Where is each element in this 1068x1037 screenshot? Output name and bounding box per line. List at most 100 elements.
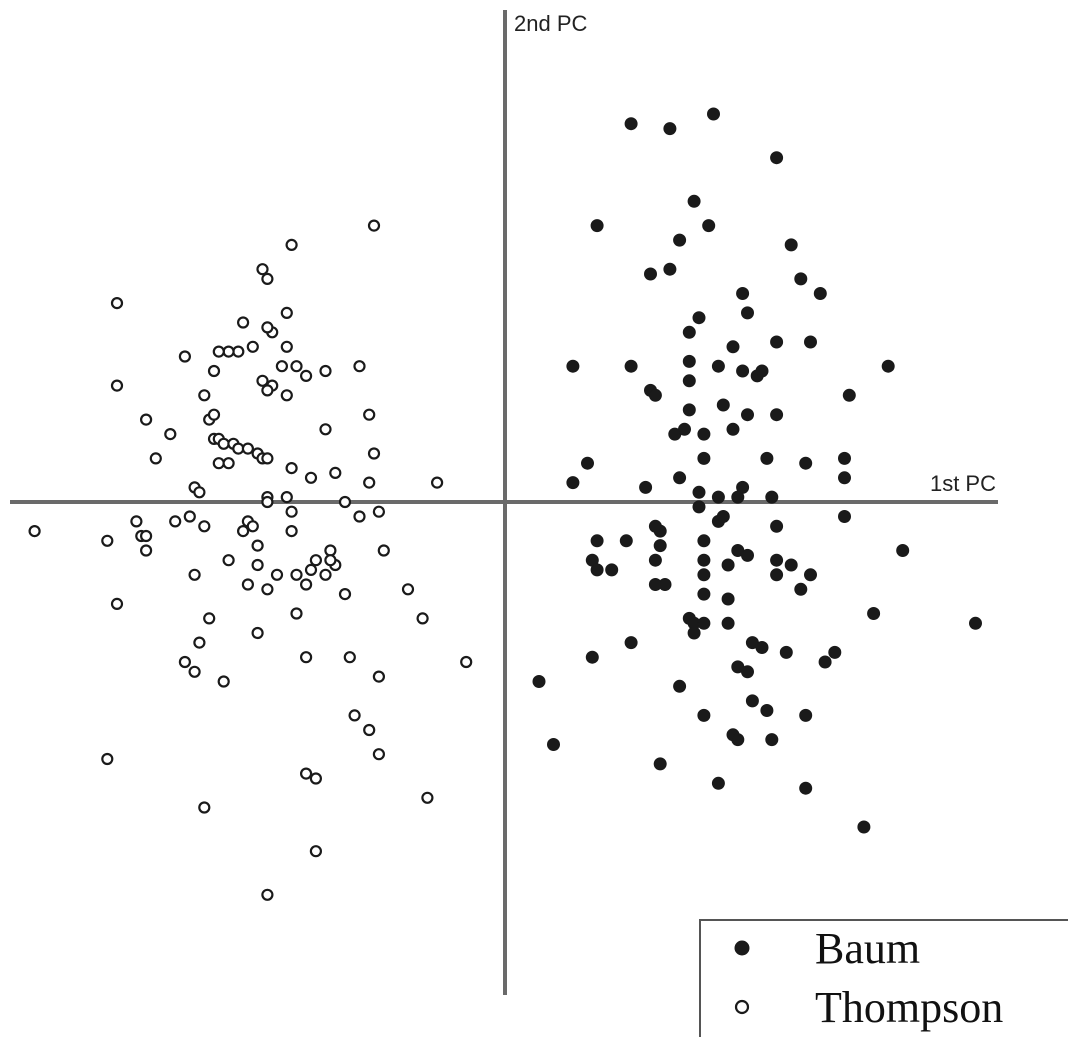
point-baum-74 <box>605 563 619 577</box>
point-baum-110 <box>653 757 667 771</box>
point-thompson-73 <box>285 524 298 538</box>
plot-area: 2nd PC 1st PC <box>10 10 998 995</box>
point-thompson-24 <box>198 389 211 402</box>
point-baum-7 <box>687 194 701 208</box>
point-baum-65 <box>648 553 662 567</box>
point-thompson-32 <box>207 408 221 421</box>
point-thompson-21 <box>353 360 366 373</box>
point-thompson-43 <box>212 457 225 470</box>
point-thompson-79 <box>251 558 264 572</box>
point-thompson-108 <box>300 767 313 780</box>
point-thompson-85 <box>188 568 201 581</box>
point-baum-9 <box>644 267 657 281</box>
point-thompson-42 <box>149 452 162 465</box>
point-baum-104 <box>697 708 711 722</box>
point-baum-53 <box>765 490 779 504</box>
point-baum-103 <box>760 704 774 717</box>
point-baum-27 <box>755 364 769 378</box>
legend-box <box>699 919 1068 1037</box>
point-thompson-26 <box>280 389 293 402</box>
point-baum-52 <box>731 490 745 504</box>
point-thompson-92 <box>203 612 216 625</box>
point-thompson-17 <box>290 360 303 373</box>
point-thompson-1 <box>285 238 298 251</box>
point-thompson-96 <box>193 636 206 649</box>
point-thompson-66 <box>169 515 182 528</box>
point-thompson-112 <box>309 845 322 858</box>
point-thompson-39 <box>261 452 274 465</box>
point-thompson-105 <box>363 723 376 737</box>
point-baum-21 <box>726 340 740 354</box>
point-thompson-84 <box>401 583 415 596</box>
point-thompson-5 <box>280 306 293 319</box>
point-thompson-60 <box>28 524 41 538</box>
point-baum-105 <box>799 708 813 722</box>
point-thompson-7 <box>237 316 250 329</box>
point-baum-112 <box>799 781 813 795</box>
point-baum-29 <box>648 388 662 402</box>
point-thompson-62 <box>130 515 143 528</box>
point-thompson-75 <box>309 554 322 567</box>
point-baum-71 <box>784 558 798 572</box>
point-thompson-76 <box>304 563 318 577</box>
point-thompson-80 <box>319 568 332 581</box>
point-thompson-103 <box>460 655 473 669</box>
point-thompson-86 <box>222 554 235 567</box>
point-baum-88 <box>721 616 735 630</box>
point-thompson-49 <box>363 476 376 489</box>
point-baum-13 <box>736 287 750 300</box>
point-baum-58 <box>648 519 662 533</box>
point-thompson-19 <box>256 374 269 387</box>
point-thompson-94 <box>290 607 303 620</box>
point-baum-15 <box>692 311 706 325</box>
point-baum-50 <box>711 490 725 504</box>
point-baum-111 <box>711 776 725 790</box>
point-thompson-70 <box>246 520 259 533</box>
point-baum-18 <box>624 359 638 373</box>
point-baum-47 <box>838 451 851 465</box>
point-baum-24 <box>881 359 895 373</box>
point-baum-17 <box>566 359 580 373</box>
point-baum-32 <box>741 408 754 422</box>
point-thompson-48 <box>329 466 342 479</box>
point-baum-61 <box>590 534 604 548</box>
point-baum-87 <box>687 626 701 640</box>
point-thompson-77 <box>290 568 303 581</box>
point-baum-95 <box>585 650 599 664</box>
point-baum-97 <box>741 665 754 679</box>
point-thompson-15 <box>275 360 288 373</box>
point-thompson-28 <box>164 428 177 441</box>
point-baum-5 <box>673 233 687 247</box>
point-thompson-68 <box>198 520 211 533</box>
point-baum-80 <box>794 582 808 596</box>
point-baum-94 <box>624 636 638 650</box>
point-thompson-89 <box>300 578 313 591</box>
point-baum-60 <box>619 534 633 548</box>
point-baum-81 <box>697 587 711 601</box>
point-baum-99 <box>969 616 982 630</box>
point-thompson-61 <box>101 534 114 547</box>
point-thompson-57 <box>338 495 352 509</box>
point-baum-31 <box>716 398 730 412</box>
point-thompson-93 <box>251 626 264 640</box>
point-thompson-82 <box>324 554 337 567</box>
point-baum-23 <box>804 335 817 349</box>
point-baum-107 <box>731 733 745 747</box>
point-baum-11 <box>794 272 808 286</box>
point-thompson-55 <box>261 495 274 509</box>
point-baum-48 <box>838 471 851 485</box>
point-baum-0 <box>624 117 638 131</box>
point-thompson-12 <box>246 340 259 353</box>
point-baum-25 <box>736 364 750 378</box>
point-thompson-102 <box>372 670 385 683</box>
point-thompson-97 <box>178 655 191 669</box>
y-axis-label: 2nd PC <box>514 11 587 36</box>
point-thompson-100 <box>300 651 313 664</box>
point-thompson-14 <box>178 350 191 363</box>
point-thompson-71 <box>237 524 250 538</box>
point-baum-86 <box>697 616 711 630</box>
point-thompson-56 <box>285 505 298 518</box>
point-thompson-3 <box>261 272 274 285</box>
point-baum-10 <box>663 262 677 276</box>
point-baum-34 <box>842 388 856 402</box>
